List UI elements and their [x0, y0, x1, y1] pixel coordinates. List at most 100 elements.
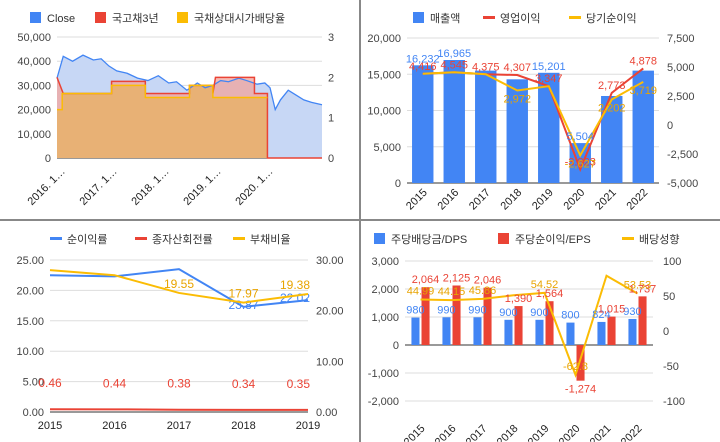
legend-swatch	[569, 16, 581, 19]
dps-bar	[504, 319, 513, 345]
payout-line	[420, 274, 638, 379]
operating-income-label: 4,545	[440, 59, 468, 71]
eps-label: -1,274	[565, 384, 596, 396]
legend-label: 순이익률	[67, 233, 107, 246]
y-left-tick: 0	[393, 340, 399, 352]
legend-label: 국고채3년	[112, 12, 159, 25]
x-tick: 2015	[38, 420, 62, 432]
dps-label: 900	[530, 307, 548, 319]
y-right-tick: 5,000	[667, 62, 695, 74]
net-income-line	[422, 71, 644, 158]
ratios-chart-panel: 순이익률 종자산회전률 부채비율 25.00 20.00 15.00 10.00 5.00 0.…	[0, 221, 359, 442]
legend-label: 종자산회전률	[152, 233, 213, 246]
dps-bar	[566, 322, 575, 345]
x-tick: 2019	[526, 423, 552, 442]
legend-label: 주당배당금/DPS	[391, 233, 467, 246]
y-right-tick: -100	[663, 396, 685, 408]
y-right-tick: 2,500	[667, 91, 695, 103]
eps-bar	[452, 285, 461, 345]
eps-bar	[483, 287, 492, 345]
net-income-label: -2,627	[565, 158, 596, 170]
revenue-label: 16,965	[437, 48, 471, 60]
legend-swatch	[374, 233, 385, 244]
x-tick: 2019	[530, 187, 556, 213]
series-label-1: 0.38	[167, 377, 191, 391]
dps-bar	[597, 321, 606, 345]
series-label-1: 0.44	[103, 376, 127, 390]
eps-bar	[576, 345, 585, 381]
y-left-tick: 20,000	[17, 105, 51, 117]
legend-label: 매출액	[430, 12, 460, 25]
x-tick: 2020	[562, 187, 588, 213]
y-left-tick: 15,000	[367, 69, 401, 81]
revenue-bar	[601, 96, 623, 183]
x-tick: 2017. 1…	[77, 166, 119, 208]
x-tick: 2018	[499, 187, 525, 213]
x-tick: 2022	[625, 187, 651, 213]
y-left-tick: 10,000	[367, 106, 401, 118]
revenue-label: 5,504	[566, 131, 594, 143]
y-left-tick: 50,000	[17, 32, 51, 44]
revenue-bar	[506, 79, 528, 183]
payout-label: -62.8	[563, 361, 588, 373]
y-right-tick: 100	[663, 256, 681, 268]
y-right-tick: 0.00	[316, 407, 337, 419]
eps-label: 1,737	[629, 283, 657, 295]
legend-label: 주당순이익/EPS	[515, 233, 591, 246]
y-left-tick: 0	[45, 153, 51, 165]
y-right-tick: 0	[328, 153, 334, 165]
y-left-tick: 15.00	[16, 316, 44, 328]
payout-label: 54.52	[531, 279, 559, 291]
x-tick: 2016	[433, 423, 459, 442]
y-right-tick: -2,500	[667, 149, 698, 161]
x-tick: 2017	[467, 187, 493, 213]
y-right-tick: 3	[328, 32, 334, 44]
y-right-tick: -50	[663, 361, 679, 373]
series-label-1: 0.46	[38, 376, 62, 390]
legend-label: 영업이익	[500, 12, 540, 25]
legend-swatch	[30, 12, 41, 23]
dps-bar	[411, 317, 420, 345]
x-tick: 2021	[593, 187, 619, 213]
legend-swatch	[135, 237, 147, 240]
y-left-tick: 3,000	[371, 256, 399, 268]
earnings-chart-panel: 매출액 영업이익 당기순이익 20,000 15,000 10,000 5,000 0 7,50…	[361, 0, 720, 219]
eps-bar	[638, 296, 647, 345]
x-tick: 2016	[102, 420, 126, 432]
payout-label: 44.15	[438, 286, 466, 298]
x-tick: 2018	[495, 423, 521, 442]
legend-label: 배당성향	[639, 233, 679, 246]
eps-bar	[514, 306, 523, 345]
eps-label: 1,390	[505, 293, 533, 305]
operating-income-label: 4,375	[472, 61, 500, 73]
y-right-tick: 0	[663, 326, 669, 338]
dps-label: 930	[623, 306, 641, 318]
legend-swatch	[483, 16, 495, 19]
net-income-label: 3,719	[629, 85, 657, 97]
y-left-tick: 20,000	[367, 33, 401, 45]
dps-label: 900	[499, 307, 517, 319]
y-right-tick: -5,000	[667, 178, 698, 190]
series-label-2: 19.38	[280, 278, 310, 292]
earnings-chart: 매출액 영업이익 당기순이익 20,000 15,000 10,000 5,000 0 7,50…	[367, 12, 698, 213]
series-label-0: 22.02	[280, 291, 310, 305]
operating-income-label: 4,307	[503, 62, 531, 74]
y-right-tick: 0	[667, 120, 673, 132]
dps-label: 824	[592, 309, 610, 321]
net-income-label: 2,202	[598, 102, 626, 114]
eps-bar	[421, 287, 430, 345]
eps-bar	[545, 301, 554, 345]
dps-label: 800	[561, 310, 579, 322]
series-label-2: 17.97	[228, 287, 258, 301]
revenue-label: 16,232	[406, 53, 440, 65]
series-label-1: 0.34	[232, 377, 256, 391]
x-tick: 2015	[404, 187, 430, 213]
div-ratio-line	[57, 84, 268, 111]
dps-bar	[628, 318, 637, 345]
y-left-tick: 40,000	[17, 56, 51, 68]
x-tick: 2019. 1…	[181, 166, 223, 208]
x-tick: 2017	[167, 420, 191, 432]
operating-income-label: 3,347	[535, 73, 563, 85]
y-right-tick: 50	[663, 291, 675, 303]
x-tick: 2021	[588, 423, 614, 442]
